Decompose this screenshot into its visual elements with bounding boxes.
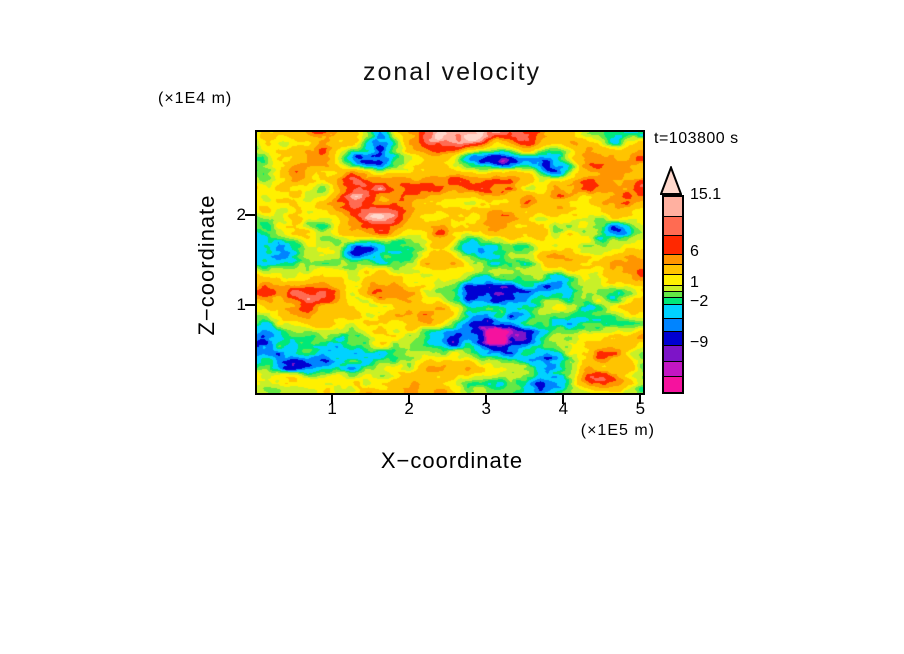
colorbar-band <box>664 285 682 291</box>
x-axis-tick-label: 3 <box>481 399 491 418</box>
colorbar-tick-label: −9 <box>690 334 709 351</box>
colorbar-band <box>664 304 682 318</box>
colorbar-tick-label: 15.1 <box>690 186 722 203</box>
x-axis-tick <box>562 395 565 404</box>
colorbar-band <box>664 345 682 361</box>
z-axis-units: (×1E4 m) <box>158 90 233 107</box>
x-axis-units: (×1E5 m) <box>580 422 655 439</box>
colorbar-band <box>664 376 682 392</box>
colorbar-segments <box>662 195 684 394</box>
z-axis-tick-label: 2 <box>236 205 246 225</box>
x-axis-tick <box>408 395 411 404</box>
colorbar-band <box>664 291 682 297</box>
colorbar-band <box>664 264 682 274</box>
colorbar-band <box>664 254 682 264</box>
time-annotation: t=103800 s <box>654 130 739 147</box>
x-axis-tick-label: 5 <box>635 399 646 418</box>
chart-title: zonal velocity <box>362 58 542 86</box>
x-axis-tick-label: 2 <box>404 399 414 418</box>
colorbar-tick-label: 1 <box>690 274 699 291</box>
colorbar-tick-label: −2 <box>690 293 709 310</box>
x-axis-tick <box>331 395 334 404</box>
x-axis-tick-label: 1 <box>327 399 337 418</box>
z-axis-label: Z−coordinate <box>194 194 219 336</box>
x-axis-tick <box>639 395 642 404</box>
colorbar-band <box>664 197 682 216</box>
x-axis-tick <box>485 395 488 404</box>
colorbar-band <box>664 361 682 376</box>
x-axis-label: X−coordinate <box>380 448 524 473</box>
colorbar-tick-label: 6 <box>690 243 699 260</box>
plot-frame <box>255 130 645 395</box>
colorbar-band <box>664 235 682 254</box>
colorbar-band <box>664 318 682 331</box>
colorbar-overflow-arrow-icon <box>660 166 682 195</box>
z-axis-tick <box>245 214 255 217</box>
colorbar-band <box>664 274 682 285</box>
colorbar-band <box>664 297 682 304</box>
colorbar-band <box>664 331 682 345</box>
x-axis-tick-label: 4 <box>558 399 569 418</box>
z-axis-tick <box>245 304 255 307</box>
contour-field <box>257 132 643 393</box>
colorbar-band <box>664 216 682 235</box>
z-axis-tick-label: 1 <box>236 295 246 315</box>
